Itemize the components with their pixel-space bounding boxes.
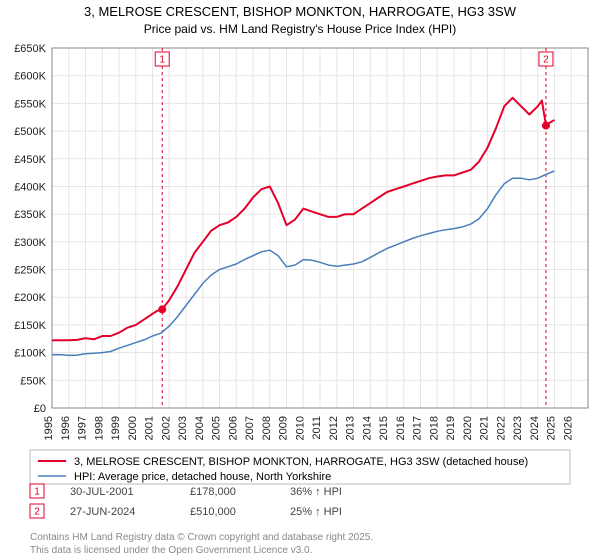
x-tick-label: 2011 [311, 416, 323, 440]
x-tick-label: 1997 [77, 416, 89, 440]
x-tick-label: 2000 [127, 416, 139, 440]
footnote-marker-num: 2 [34, 507, 40, 518]
marker-dot-2 [542, 122, 550, 130]
y-tick-label: £500K [14, 126, 46, 138]
x-tick-label: 2008 [261, 416, 273, 440]
chart-title-line2: Price paid vs. HM Land Registry's House … [144, 22, 456, 36]
x-tick-label: 2006 [227, 416, 239, 440]
x-tick-label: 1998 [93, 416, 105, 440]
x-tick-label: 2018 [428, 416, 440, 440]
x-tick-label: 2020 [462, 416, 474, 440]
x-tick-label: 2019 [445, 416, 457, 440]
x-tick-label: 2005 [211, 416, 223, 440]
legend-label: 3, MELROSE CRESCENT, BISHOP MONKTON, HAR… [74, 456, 528, 468]
y-tick-label: £400K [14, 181, 46, 193]
x-tick-label: 2024 [529, 416, 541, 440]
x-tick-label: 2026 [562, 416, 574, 440]
y-tick-label: £550K [14, 98, 46, 110]
y-tick-label: £200K [14, 292, 46, 304]
y-tick-label: £50K [20, 375, 46, 387]
x-tick-label: 2014 [361, 416, 373, 440]
x-tick-label: 2009 [278, 416, 290, 440]
footnote-price: £178,000 [190, 486, 236, 498]
legend-label: HPI: Average price, detached house, Nort… [74, 471, 331, 483]
x-tick-label: 2010 [294, 416, 306, 440]
x-tick-label: 2007 [244, 416, 256, 440]
footnote-diff: 36% ↑ HPI [290, 486, 342, 498]
y-tick-label: £350K [14, 209, 46, 221]
footnote-price: £510,000 [190, 506, 236, 518]
marker-number: 2 [543, 55, 549, 66]
x-tick-label: 2021 [479, 416, 491, 440]
y-tick-label: £0 [34, 403, 46, 415]
chart-title-line1: 3, MELROSE CRESCENT, BISHOP MONKTON, HAR… [84, 4, 517, 19]
x-tick-label: 2001 [144, 416, 156, 440]
footnote-date: 27-JUN-2024 [70, 506, 135, 518]
x-tick-label: 2025 [546, 416, 558, 440]
x-tick-label: 2013 [345, 416, 357, 440]
y-tick-label: £650K [14, 43, 46, 55]
x-tick-label: 1996 [60, 416, 72, 440]
y-tick-label: £100K [14, 348, 46, 360]
x-tick-label: 2002 [160, 416, 172, 440]
x-tick-label: 2004 [194, 416, 206, 440]
x-tick-label: 1999 [110, 416, 122, 440]
footer-line1: Contains HM Land Registry data © Crown c… [30, 532, 373, 543]
x-tick-label: 2023 [512, 416, 524, 440]
x-tick-label: 2017 [412, 416, 424, 440]
y-tick-label: £300K [14, 237, 46, 249]
price-chart: 3, MELROSE CRESCENT, BISHOP MONKTON, HAR… [0, 0, 600, 560]
x-tick-label: 2012 [328, 416, 340, 440]
x-tick-label: 2015 [378, 416, 390, 440]
x-tick-label: 2022 [495, 416, 507, 440]
marker-dot-1 [158, 305, 166, 313]
marker-number: 1 [159, 55, 165, 66]
footer-line2: This data is licensed under the Open Gov… [30, 545, 312, 556]
y-tick-label: £450K [14, 154, 46, 166]
x-tick-label: 2016 [395, 416, 407, 440]
footnote-diff: 25% ↑ HPI [290, 506, 342, 518]
footnote-date: 30-JUL-2001 [70, 486, 134, 498]
x-tick-label: 1995 [43, 416, 55, 440]
footnote-marker-num: 1 [34, 487, 40, 498]
y-tick-label: £600K [14, 71, 46, 83]
y-tick-label: £150K [14, 320, 46, 332]
y-tick-label: £250K [14, 265, 46, 277]
x-tick-label: 2003 [177, 416, 189, 440]
